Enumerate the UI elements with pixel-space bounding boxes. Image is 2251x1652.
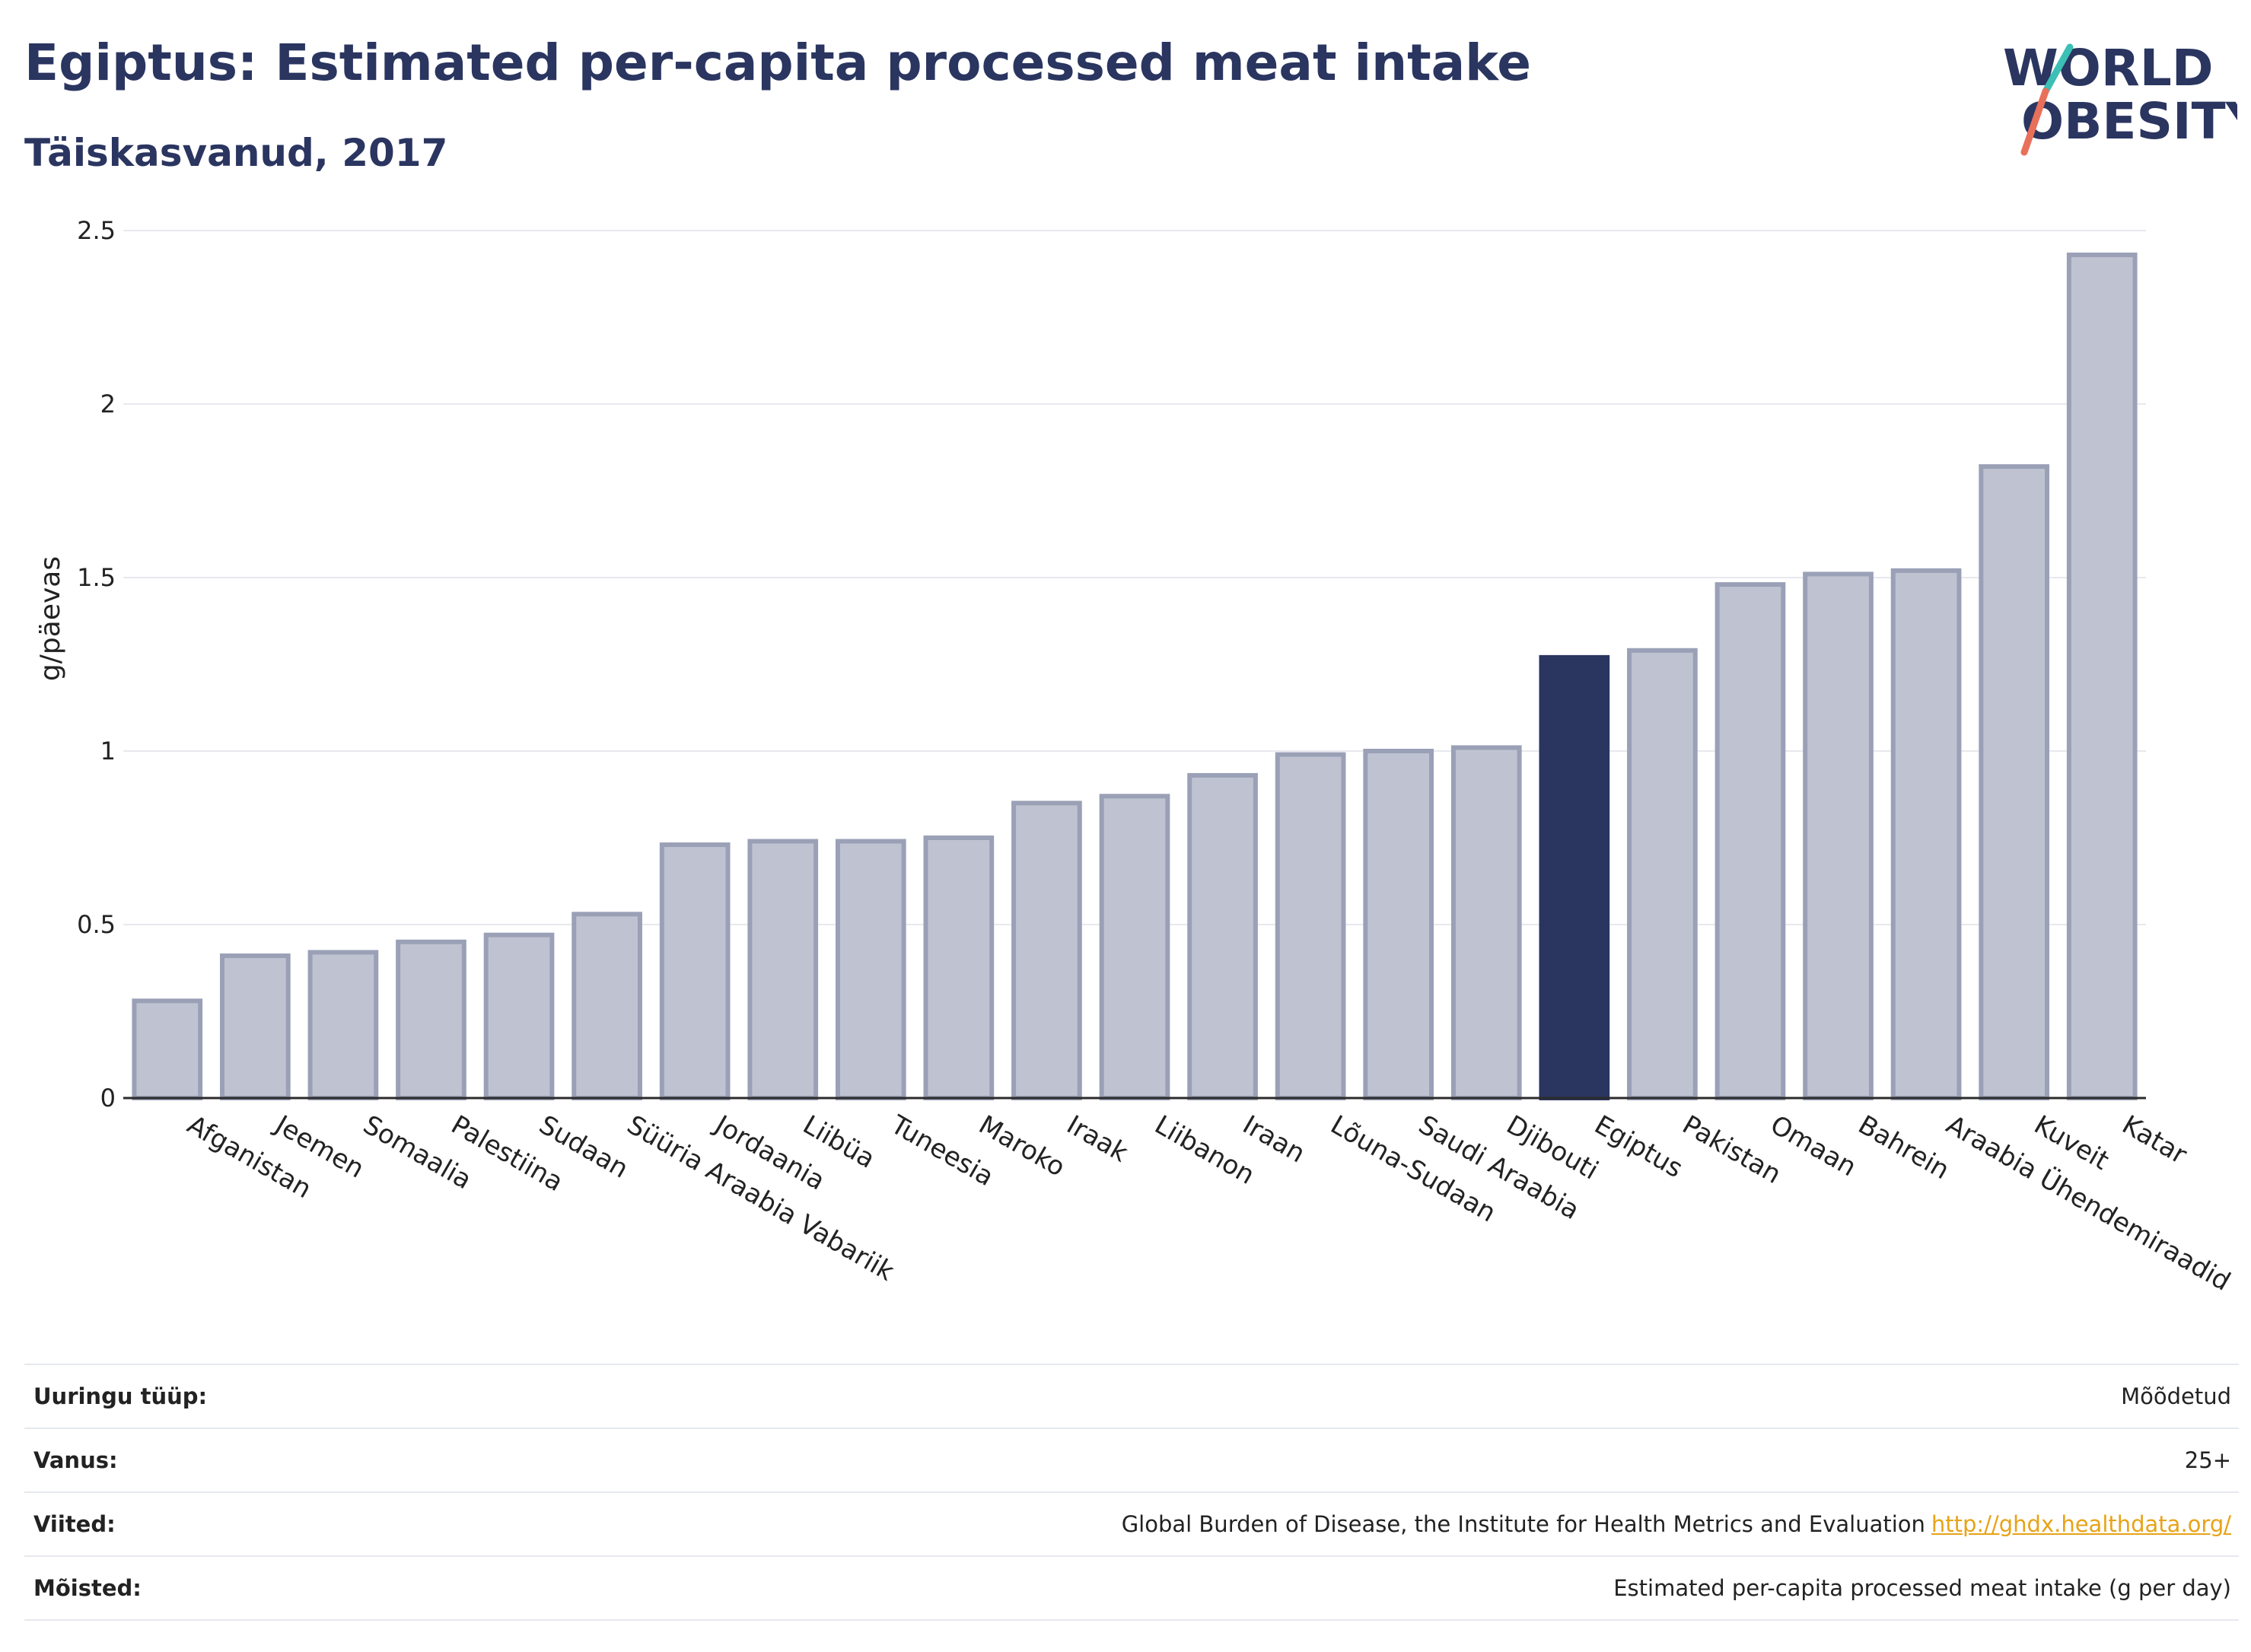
info-label: Mõisted:	[33, 1575, 142, 1601]
info-row-references: Viited: Global Burden of Disease, the In…	[24, 1491, 2239, 1555]
y-tick-label: 1	[100, 737, 116, 766]
info-label: Uuringu tüüp:	[33, 1383, 208, 1409]
info-value: Mõõdetud	[2121, 1383, 2231, 1409]
y-axis-label: g/päevas	[35, 556, 66, 681]
info-value: Estimated per-capita processed meat inta…	[1613, 1575, 2231, 1601]
info-row-definitions: Mõisted: Estimated per-capita processed …	[24, 1555, 2239, 1621]
bar[interactable]	[659, 842, 731, 1100]
info-value: 25+	[2184, 1447, 2231, 1473]
x-tick-label: Egiptus	[1589, 1109, 1688, 1184]
bar[interactable]	[923, 836, 995, 1100]
y-tick-label: 1.5	[77, 563, 116, 592]
bar[interactable]	[572, 912, 642, 1100]
y-axis-ticks: 0 0.5 1 1.5 2 2.5	[77, 216, 116, 1112]
y-tick-label: 0	[100, 1084, 116, 1112]
logo-line-1: WORLD	[2003, 39, 2214, 97]
bar[interactable]	[1275, 752, 1346, 1100]
info-label: Viited:	[33, 1511, 116, 1537]
bar[interactable]	[396, 939, 466, 1101]
bar[interactable]	[1099, 794, 1170, 1101]
logo-slash-coral	[2020, 88, 2049, 156]
bar[interactable]	[220, 953, 291, 1101]
info-row-survey-type: Uuringu tüüp: Mõõdetud	[24, 1364, 2239, 1428]
bar[interactable]	[1187, 772, 1258, 1100]
bar-chart: 0 0.5 1 1.5 2 2.5 AfganistanJeemenSomaaliaPal…	[35, 216, 2236, 1297]
bar[interactable]	[307, 950, 379, 1100]
info-label: Vanus:	[33, 1447, 118, 1473]
x-axis-ticks: AfganistanJeemenSomaaliaPalestiinaSudaan…	[182, 1109, 2236, 1297]
logo-line-2: OBESITY	[2021, 92, 2237, 151]
x-tick-label: Katar	[2117, 1109, 2192, 1170]
bar[interactable]	[483, 932, 555, 1101]
info-value-references: Global Burden of Disease, the Institute …	[1122, 1511, 2239, 1537]
bar[interactable]	[1627, 648, 1698, 1100]
bar[interactable]	[1979, 464, 2049, 1100]
chart-title: Egiptus: Estimated per-capita processed …	[24, 33, 1532, 92]
world-obesity-logo: WORLD OBESITY	[2003, 39, 2237, 156]
bar[interactable]	[1011, 801, 1082, 1101]
bar[interactable]	[835, 839, 906, 1101]
y-tick-label: 0.5	[77, 910, 116, 939]
logo-slash-teal	[2042, 43, 2074, 95]
bar[interactable]	[2066, 252, 2138, 1100]
bar[interactable]	[747, 839, 819, 1101]
x-tick-label: Iraak	[1062, 1109, 1133, 1168]
y-tick-label: 2.5	[77, 216, 116, 245]
bar-highlighted[interactable]	[1539, 654, 1610, 1100]
reference-link[interactable]: http://ghdx.healthdata.org/	[1931, 1511, 2231, 1537]
reference-text: Global Burden of Disease, the Institute …	[1121, 1511, 1925, 1537]
y-tick-label: 2	[100, 390, 116, 419]
x-tick-label: Bahrein	[1853, 1109, 1954, 1186]
bar[interactable]	[1803, 571, 1874, 1100]
x-tick-label: Pakistan	[1677, 1109, 1786, 1190]
bar[interactable]	[1363, 749, 1434, 1100]
bar[interactable]	[1715, 582, 1786, 1100]
bars	[132, 252, 2138, 1101]
info-table: Uuringu tüüp: Mõõdetud Vanus: 25+ Viited…	[24, 1364, 2239, 1621]
x-tick-label: Liibanon	[1150, 1109, 1260, 1191]
bar[interactable]	[1450, 745, 1522, 1100]
bar[interactable]	[1890, 568, 1962, 1100]
bar[interactable]	[132, 998, 203, 1100]
chart-subtitle: Täiskasvanud, 2017	[24, 131, 448, 175]
info-row-age: Vanus: 25+	[24, 1428, 2239, 1491]
